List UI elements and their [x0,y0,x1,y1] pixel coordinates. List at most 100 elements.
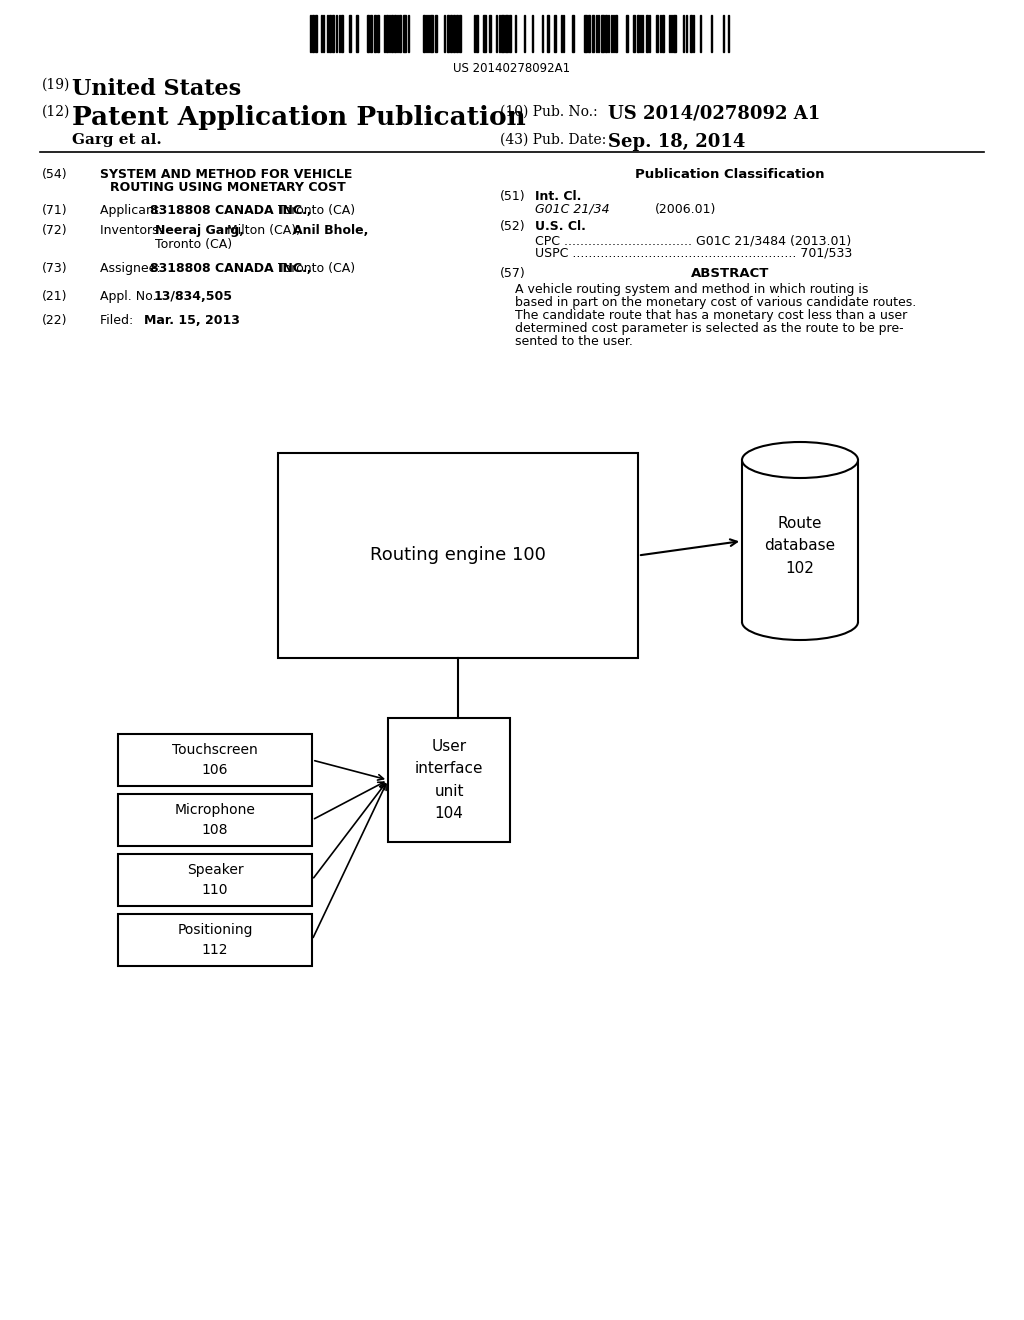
Bar [501,15,504,51]
Bar [592,15,594,51]
Text: USPC ........................................................ 701/533: USPC ...................................… [535,247,852,260]
Text: (21): (21) [42,290,68,304]
Bar [447,15,449,51]
Text: Positioning
112: Positioning 112 [177,923,253,957]
Bar [456,15,458,51]
Bar [690,15,692,51]
Text: (22): (22) [42,314,68,327]
Bar [662,15,664,51]
Text: Publication Classification: Publication Classification [635,168,824,181]
Bar [399,15,401,51]
Bar [601,15,604,51]
Text: (19): (19) [42,78,71,92]
Bar [312,15,314,51]
Text: (72): (72) [42,224,68,238]
Text: (10) Pub. No.:: (10) Pub. No.: [500,106,598,119]
Bar [386,15,388,51]
Text: (52): (52) [500,220,525,234]
Bar [278,453,638,657]
Text: Applicant:: Applicant: [100,205,167,216]
Text: determined cost parameter is selected as the route to be pre-: determined cost parameter is selected as… [515,322,903,335]
Text: Assignee:: Assignee: [100,261,165,275]
Bar [430,15,433,51]
Text: (51): (51) [500,190,525,203]
Bar [572,15,574,51]
Bar [459,15,461,51]
Bar [423,15,425,51]
Bar [588,15,590,51]
Text: Routing engine 100: Routing engine 100 [370,546,546,565]
Bar [356,15,358,51]
Bar [403,15,406,51]
Bar [394,15,396,51]
Text: ROUTING USING MONETARY COST: ROUTING USING MONETARY COST [110,181,346,194]
Text: Anil Bhole,: Anil Bhole, [293,224,369,238]
Bar [476,15,478,51]
Text: Milton (CA);: Milton (CA); [223,224,304,238]
Text: Inventors:: Inventors: [100,224,167,238]
Bar [673,15,676,51]
Bar [646,15,648,51]
Bar [388,718,510,842]
Text: SYSTEM AND METHOD FOR VEHICLE: SYSTEM AND METHOD FOR VEHICLE [100,168,352,181]
Text: Microphone
108: Microphone 108 [174,804,255,837]
Bar [315,15,317,51]
Bar [377,15,379,51]
Bar [367,15,369,51]
Bar [435,15,437,51]
Bar [118,734,312,785]
Text: Neeraj Garg,: Neeraj Garg, [155,224,244,238]
Bar [605,15,607,51]
Text: CPC ................................ G01C 21/3484 (2013.01): CPC ................................ G01… [535,234,851,247]
Bar [374,15,376,51]
Bar [483,15,486,51]
Text: Route
database
102: Route database 102 [765,516,836,576]
Text: Int. Cl.: Int. Cl. [535,190,582,203]
Text: 8318808 CANADA INC.,: 8318808 CANADA INC., [150,205,311,216]
Bar [547,15,549,51]
Text: (43) Pub. Date:: (43) Pub. Date: [500,133,606,147]
Bar [349,15,351,51]
Bar [341,15,343,51]
Text: Patent Application Publication: Patent Application Publication [72,106,525,129]
Text: Speaker
110: Speaker 110 [186,863,244,896]
Text: sented to the user.: sented to the user. [515,335,633,348]
Bar [509,15,511,51]
Text: Toronto (CA): Toronto (CA) [155,238,232,251]
Bar [489,15,490,51]
Text: Touchscreen
106: Touchscreen 106 [172,743,258,776]
Text: US 20140278092A1: US 20140278092A1 [454,62,570,75]
Text: Appl. No.:: Appl. No.: [100,290,165,304]
Text: (2006.01): (2006.01) [655,203,717,216]
Bar [554,15,556,51]
Ellipse shape [742,442,858,478]
Bar [391,15,393,51]
Bar [505,15,508,51]
Bar [656,15,658,51]
Bar [615,15,617,51]
Bar [453,15,455,51]
Text: ABSTRACT: ABSTRACT [691,267,769,280]
Text: Garg et al.: Garg et al. [72,133,162,147]
Text: (57): (57) [500,267,525,280]
Bar [450,15,452,51]
Text: Filed:: Filed: [100,314,158,327]
Text: United States: United States [72,78,241,100]
Text: Toronto (CA): Toronto (CA) [274,261,355,275]
Bar [637,15,639,51]
Text: Toronto (CA): Toronto (CA) [274,205,355,216]
Text: A vehicle routing system and method in which routing is: A vehicle routing system and method in w… [515,282,868,296]
Text: User
interface
unit
104: User interface unit 104 [415,739,483,821]
Bar [584,15,587,51]
Text: (71): (71) [42,205,68,216]
Bar [626,15,628,51]
Bar [633,15,635,51]
Text: Sep. 18, 2014: Sep. 18, 2014 [608,133,745,150]
Text: (73): (73) [42,261,68,275]
Text: Mar. 15, 2013: Mar. 15, 2013 [144,314,240,327]
Text: U.S. Cl.: U.S. Cl. [535,220,586,234]
Text: US 2014/0278092 A1: US 2014/0278092 A1 [608,106,820,123]
Bar [118,913,312,966]
Bar [370,15,372,51]
Text: G01C 21/34: G01C 21/34 [535,203,609,216]
